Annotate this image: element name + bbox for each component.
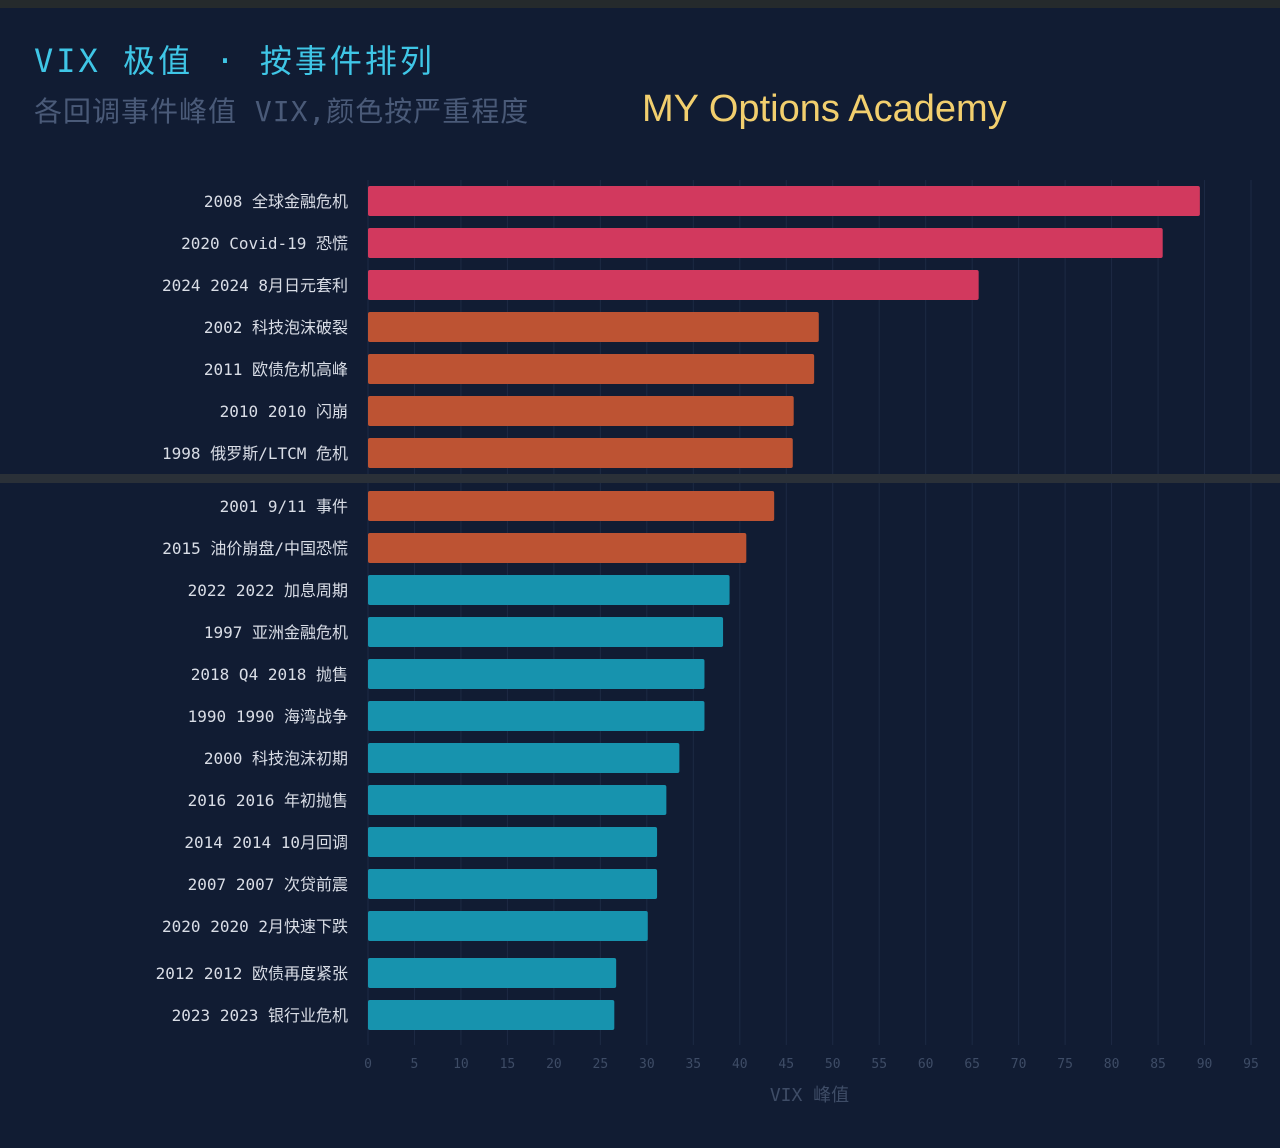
category-label: 2002 科技泡沫破裂: [204, 318, 348, 337]
bar: [368, 958, 617, 988]
x-tick-label: 0: [364, 1057, 372, 1072]
bar: [368, 270, 979, 300]
x-tick-label: 60: [918, 1057, 934, 1072]
bar: [368, 312, 819, 342]
image-seam-divider: [0, 474, 1280, 483]
x-tick-label: 85: [1150, 1057, 1166, 1072]
bar: [368, 186, 1200, 216]
bar: [368, 827, 658, 857]
category-label: 2016 2016 年初抛售: [188, 791, 348, 810]
bar: [368, 743, 680, 773]
bar: [368, 785, 667, 815]
x-axis-label: VIX 峰值: [770, 1085, 849, 1106]
category-label: 2007 2007 次贷前震: [188, 875, 348, 894]
bar: [368, 617, 724, 647]
category-label: 2020 Covid-19 恐慌: [181, 234, 348, 253]
bar: [368, 354, 815, 384]
brand-watermark: MY Options Academy: [642, 88, 1007, 130]
bar: [368, 659, 705, 689]
bar: [368, 491, 775, 521]
bar: [368, 533, 747, 563]
bar: [368, 438, 793, 468]
category-label: 1990 1990 海湾战争: [188, 707, 348, 726]
bar: [368, 911, 648, 941]
x-tick-label: 65: [964, 1057, 980, 1072]
category-label: 2012 2012 欧债再度紧张: [156, 964, 348, 983]
bar: [368, 701, 705, 731]
bar: [368, 869, 658, 899]
category-label: 2024 2024 8月日元套利: [162, 276, 348, 295]
x-tick-label: 25: [593, 1057, 609, 1072]
x-tick-label: 95: [1243, 1057, 1259, 1072]
x-tick-label: 70: [1011, 1057, 1027, 1072]
chart-subtitle: 各回调事件峰值 VIX,颜色按严重程度: [34, 95, 530, 128]
x-tick-label: 90: [1197, 1057, 1213, 1072]
x-tick-label: 20: [546, 1057, 562, 1072]
bar: [368, 1000, 615, 1030]
x-tick-label: 80: [1104, 1057, 1120, 1072]
bar: [368, 396, 794, 426]
bar: [368, 228, 1163, 258]
category-label: 2000 科技泡沫初期: [204, 749, 348, 768]
top-border: [0, 0, 1280, 8]
category-label: 2020 2020 2月快速下跌: [162, 917, 348, 936]
x-tick-label: 55: [871, 1057, 887, 1072]
x-tick-label: 40: [732, 1057, 748, 1072]
category-label: 2001 9/11 事件: [220, 497, 348, 516]
category-label: 2018 Q4 2018 抛售: [191, 665, 348, 684]
x-tick-label: 5: [411, 1057, 419, 1072]
bar: [368, 575, 730, 605]
category-label: 2011 欧债危机高峰: [204, 360, 348, 379]
x-tick-label: 35: [685, 1057, 701, 1072]
x-tick-label: 10: [453, 1057, 469, 1072]
x-tick-label: 30: [639, 1057, 655, 1072]
category-label: 2015 油价崩盘/中国恐慌: [162, 539, 348, 558]
x-tick-label: 45: [778, 1057, 794, 1072]
category-label: 2022 2022 加息周期: [188, 581, 348, 600]
category-label: 1997 亚洲金融危机: [204, 623, 348, 642]
x-tick-label: 50: [825, 1057, 841, 1072]
x-tick-label: 75: [1057, 1057, 1073, 1072]
category-label: 1998 俄罗斯/LTCM 危机: [162, 444, 348, 463]
x-tick-label: 15: [500, 1057, 516, 1072]
category-label: 2008 全球金融危机: [204, 192, 348, 211]
category-label: 2010 2010 闪崩: [220, 402, 348, 421]
chart-title: VIX 极值 · 按事件排列: [34, 42, 435, 80]
category-label: 2014 2014 10月回调: [184, 833, 348, 852]
category-label: 2023 2023 银行业危机: [172, 1006, 348, 1025]
